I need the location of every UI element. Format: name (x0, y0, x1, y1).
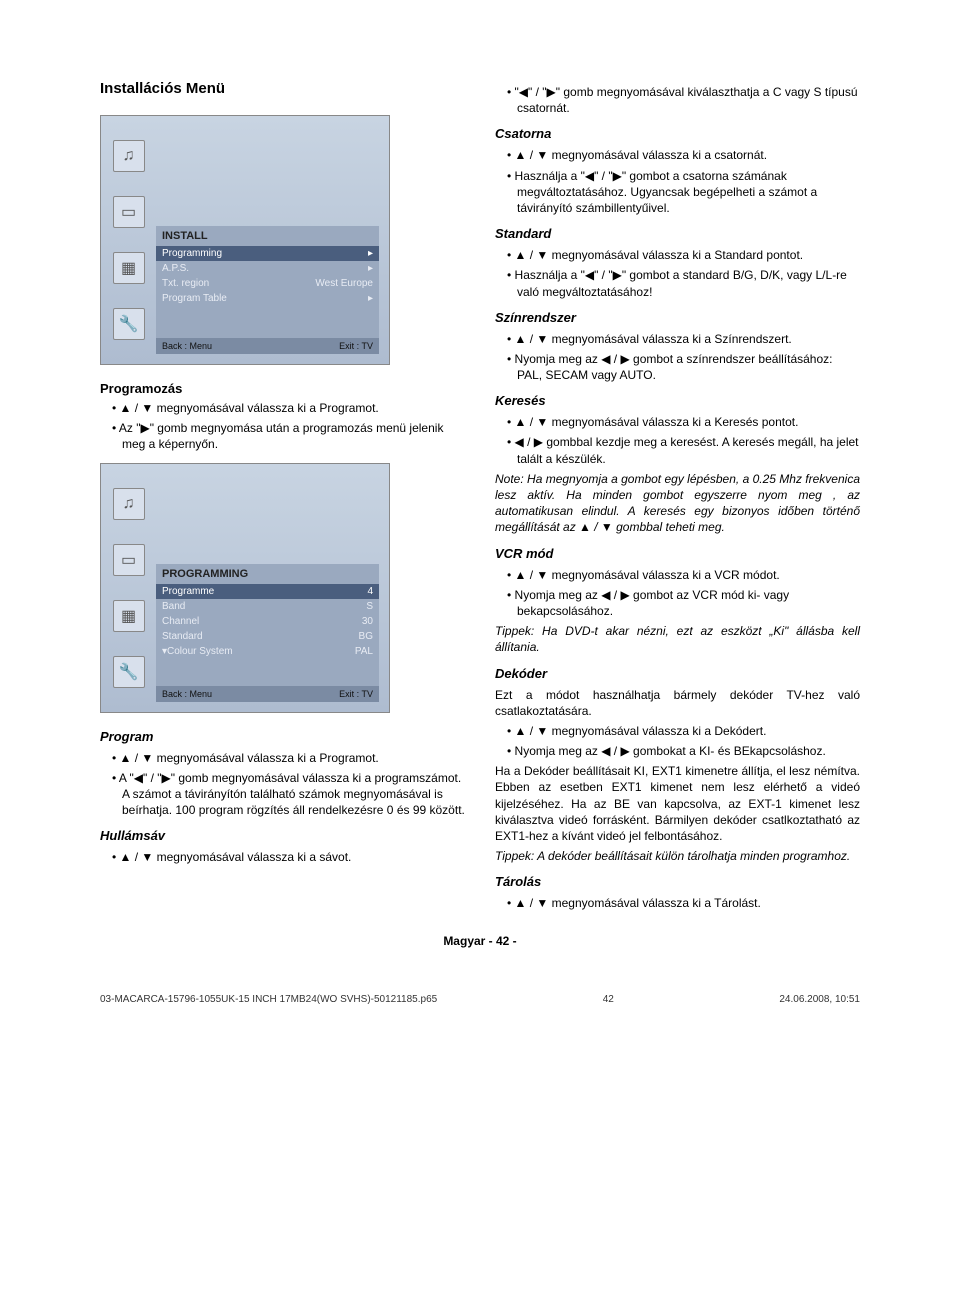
prog-row-programme: Programme4 (156, 584, 379, 599)
bullet-csatorna-1: ▲ / ▼ megnyomásával válassza ki a csator… (507, 147, 860, 163)
footer-page: 42 (603, 994, 614, 1005)
install-panel-footer: Back : MenuExit : TV (156, 338, 379, 354)
bullet-dekoder-1: ▲ / ▼ megnyomásával válassza ki a Dekóde… (507, 723, 860, 739)
page-footer: 03-MACARCA-15796-1055UK-15 INCH 17MB24(W… (100, 988, 860, 1005)
programming-menu: ♫ ▭ ▦ 🔧 PROGRAMMING Programme4 BandS Cha… (100, 463, 390, 713)
install-row-txt: Txt. regionWest Europe (156, 276, 379, 291)
bullet-vcr-1: ▲ / ▼ megnyomásával válassza ki a VCR mó… (507, 567, 860, 583)
tip-dekoder: Tippek: A dekóder beállításait külön tár… (495, 848, 860, 864)
page-title: Installációs Menü (100, 80, 465, 97)
grid-icon: ▦ (113, 252, 145, 284)
programming-panel-title: PROGRAMMING (156, 564, 379, 584)
bullet-standard-2: Használja a "◀" / "▶" gombot a standard … (507, 267, 860, 299)
wrench-icon: 🔧 (113, 656, 145, 688)
bullet-szin-2: Nyomja meg az ◀ / ▶ gombot a színrendsze… (507, 351, 860, 383)
window-icon: ▭ (113, 544, 145, 576)
note-kereses: Note: Ha megnyomja a gombot egy lépésben… (495, 471, 860, 536)
bullet-right-1: "◀" / "▶" gomb megnyomásával kiválasztha… (507, 84, 860, 116)
heading-dekoder: Dekóder (495, 666, 860, 681)
prog-row-channel: Channel30 (156, 614, 379, 629)
heading-kereses: Keresés (495, 393, 860, 408)
heading-csatorna: Csatorna (495, 126, 860, 141)
wrench-icon: 🔧 (113, 308, 145, 340)
install-menu: ♫ ▭ ▦ 🔧 INSTALL Programming▸ A.P.S.▸ Txt… (100, 115, 390, 365)
menu-icon-col-2: ♫ ▭ ▦ 🔧 (101, 464, 156, 712)
install-row-table: Program Table▸ (156, 291, 379, 306)
install-panel: INSTALL Programming▸ A.P.S.▸ Txt. region… (156, 226, 379, 354)
bullet-szin-1: ▲ / ▼ megnyomásával válassza ki a Színre… (507, 331, 860, 347)
install-row-programming: Programming▸ (156, 246, 379, 261)
bullet-programozas-1: ▲ / ▼ megnyomásával válassza ki a Progra… (112, 400, 465, 416)
footer-date: 24.06.2008, 10:51 (779, 994, 860, 1005)
page-number: Magyar - 42 - (100, 934, 860, 948)
menu-icon-col: ♫ ▭ ▦ 🔧 (101, 116, 156, 364)
bullet-program-1: ▲ / ▼ megnyomásával válassza ki a Progra… (112, 750, 465, 766)
install-row-aps: A.P.S.▸ (156, 261, 379, 276)
heading-tarolas: Tárolás (495, 874, 860, 889)
heading-programozas: Programozás (100, 381, 465, 396)
bullet-dekoder-2: Nyomja meg az ◀ / ▶ gombokat a KI- és BE… (507, 743, 860, 759)
text-dekoder: Ezt a módot használhatja bármely dekóder… (495, 687, 860, 719)
bullet-kereses-1: ▲ / ▼ megnyomásával válassza ki a Keresé… (507, 414, 860, 430)
music-icon: ♫ (113, 140, 145, 172)
window-icon: ▭ (113, 196, 145, 228)
programming-panel-footer: Back : MenuExit : TV (156, 686, 379, 702)
bullet-hullamsav-1: ▲ / ▼ megnyomásával válassza ki a sávot. (112, 849, 465, 865)
bullet-standard-1: ▲ / ▼ megnyomásával válassza ki a Standa… (507, 247, 860, 263)
heading-szinrendszer: Színrendszer (495, 310, 860, 325)
heading-standard: Standard (495, 226, 860, 241)
prog-row-band: BandS (156, 599, 379, 614)
programming-panel: PROGRAMMING Programme4 BandS Channel30 S… (156, 564, 379, 702)
text-dekoder-3: Ha a Dekóder beállításait KI, EXT1 kimen… (495, 763, 860, 844)
install-panel-title: INSTALL (156, 226, 379, 246)
footer-file: 03-MACARCA-15796-1055UK-15 INCH 17MB24(W… (100, 994, 437, 1005)
bullet-kereses-2: ◀ / ▶ gombbal kezdje meg a keresést. A k… (507, 434, 860, 466)
heading-vcr: VCR mód (495, 546, 860, 561)
music-icon: ♫ (113, 488, 145, 520)
bullet-programozas-2: Az "▶" gomb megnyomása után a programozá… (112, 420, 465, 452)
heading-hullamsav: Hullámsáv (100, 828, 465, 843)
tip-vcr: Tippek: Ha DVD-t akar nézni, ezt az eszk… (495, 623, 860, 655)
prog-row-standard: StandardBG (156, 629, 379, 644)
bullet-program-2: A "◀" / "▶" gomb megnyomásával válassza … (112, 770, 465, 819)
heading-program: Program (100, 729, 465, 744)
bullet-csatorna-2: Használja a "◀" / "▶" gombot a csatorna … (507, 168, 860, 217)
grid-icon: ▦ (113, 600, 145, 632)
prog-row-colour: ▾Colour SystemPAL (156, 644, 379, 659)
bullet-vcr-2: Nyomja meg az ◀ / ▶ gombot az VCR mód ki… (507, 587, 860, 619)
bullet-tarolas-1: ▲ / ▼ megnyomásával válassza ki a Tárolá… (507, 895, 860, 911)
